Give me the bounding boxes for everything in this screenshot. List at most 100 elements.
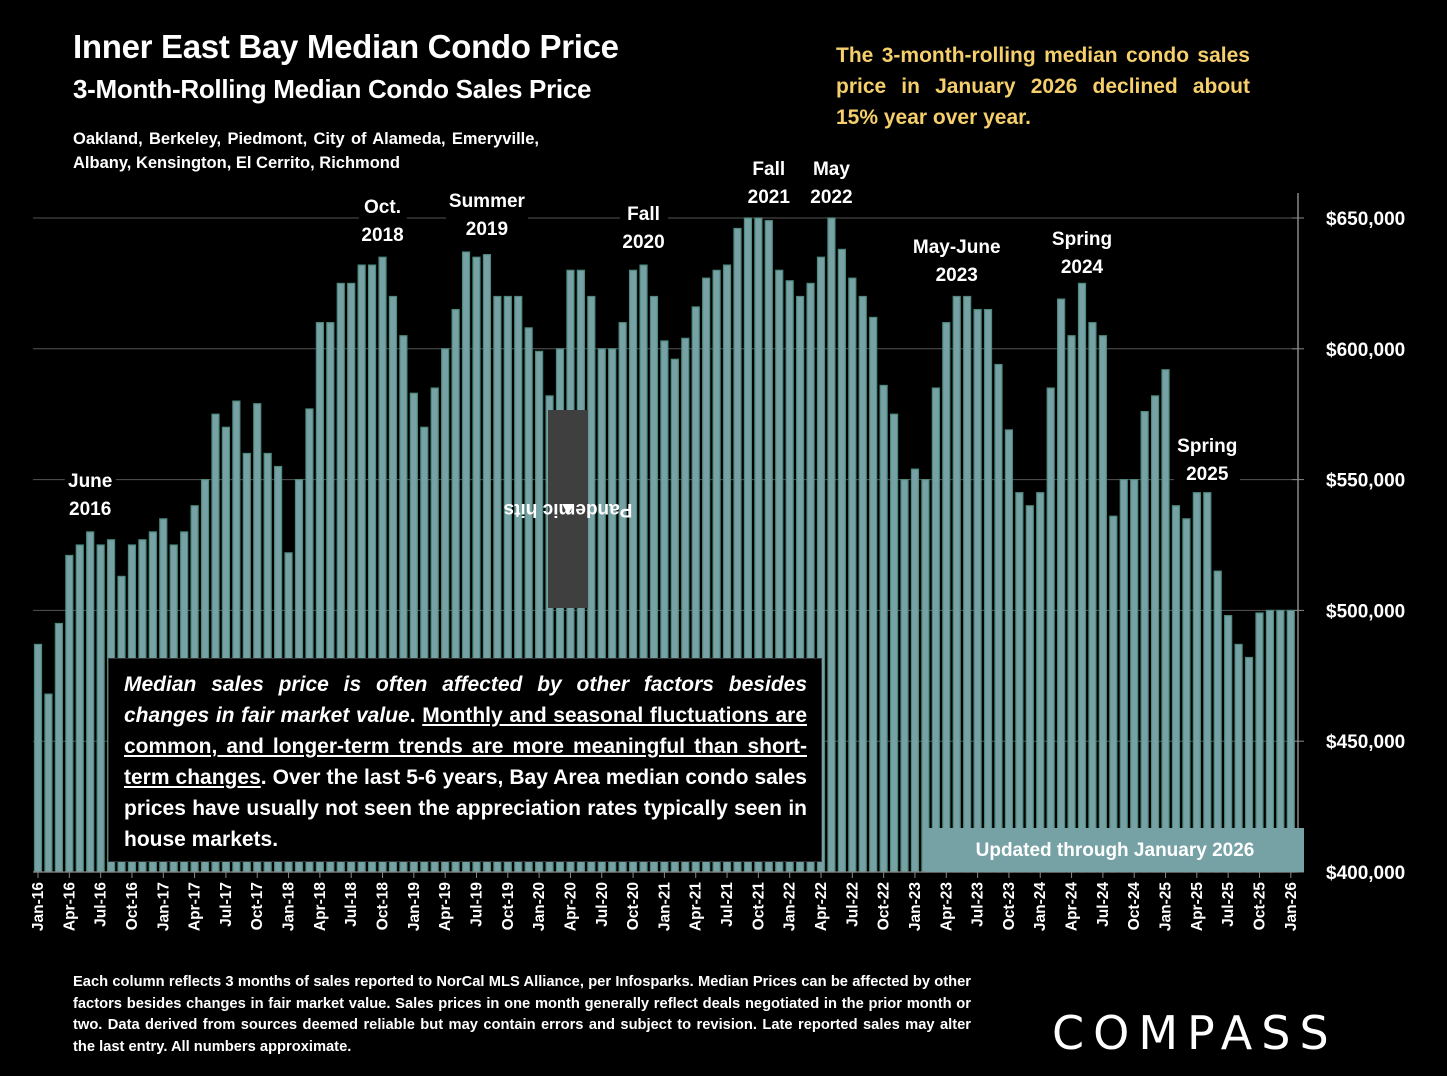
bar <box>1057 298 1066 873</box>
annotation-line: 2023 <box>935 265 978 286</box>
annotation-line: Summer <box>448 191 525 212</box>
x-tick-label: Jul-17 <box>218 882 235 927</box>
annotation-line: 2025 <box>1186 464 1229 485</box>
annotation-line: Spring <box>1051 229 1113 250</box>
x-tick-label: Jul-25 <box>1220 882 1237 927</box>
x-tick-label: Jan-22 <box>782 882 799 931</box>
disclaimer-note-box: Median sales price is often affected by … <box>108 658 822 862</box>
annotation-line: 2018 <box>361 225 404 246</box>
updated-through-badge: Updated through January 2026 <box>926 828 1304 872</box>
bar <box>1119 479 1128 873</box>
annotation-line: 2019 <box>465 219 509 240</box>
x-tick-label: Jul-22 <box>844 882 861 927</box>
peak-annotation: May-June 2023 <box>909 234 1004 290</box>
peak-annotation: Summer 2019 <box>445 188 528 244</box>
x-tick-label: Jan-21 <box>656 882 673 931</box>
x-tick-label: Jan-24 <box>1032 882 1049 931</box>
bar <box>889 413 899 873</box>
chart-title: Inner East Bay Median Condo Price <box>73 28 619 65</box>
x-tick-label: Jul-21 <box>719 882 736 927</box>
bar <box>1088 322 1097 873</box>
annotation-line: 2021 <box>747 187 790 208</box>
x-tick-label: Oct-18 <box>375 882 392 931</box>
bar <box>1004 429 1014 873</box>
bar <box>983 308 993 873</box>
x-tick-label: Jan-20 <box>531 882 548 931</box>
x-tick-label: Oct-23 <box>1001 882 1018 931</box>
x-tick-label: Jan-19 <box>406 882 423 931</box>
bar <box>1192 492 1201 873</box>
x-tick-label: Jan-25 <box>1158 882 1175 931</box>
bar <box>65 554 74 873</box>
bar <box>44 693 53 873</box>
x-tick-label: Jan-26 <box>1283 882 1300 931</box>
chart-subtitle: 3-Month-Rolling Median Condo Sales Price <box>73 74 592 104</box>
note-underlined: Monthly and seasonal fluctuations are co… <box>124 704 807 789</box>
bar <box>96 544 105 873</box>
note-italic: Median sales price is often affected by … <box>124 673 807 727</box>
x-tick-label: Jan-18 <box>281 882 298 931</box>
bar <box>33 643 43 873</box>
x-tick-label: Apr-22 <box>813 882 830 931</box>
y-tick-label: $600,000 <box>1326 340 1405 361</box>
annotation-line: June <box>68 471 113 492</box>
x-tick-label: Apr-17 <box>187 882 204 931</box>
footnote: Each column reflects 3 months of sales r… <box>73 974 971 1055</box>
bar <box>910 468 920 873</box>
x-tick-label: Oct-25 <box>1251 882 1268 931</box>
arrow-right-icon: ▲ <box>558 499 578 520</box>
bar <box>1140 410 1149 873</box>
x-tick-label: Jan-16 <box>30 882 47 931</box>
annotation-line: Oct. <box>364 197 401 218</box>
bar <box>973 308 982 873</box>
bar <box>1098 335 1107 873</box>
annotation-line: 2024 <box>1060 257 1104 278</box>
peak-annotation: Oct. 2018 <box>358 194 407 250</box>
x-tick-label: Oct-17 <box>249 882 266 930</box>
x-tick-label: Jul-24 <box>1095 882 1112 927</box>
pandemic-marker: Pandemic hits ▲ <box>504 410 632 608</box>
x-tick-label: Jul-23 <box>970 882 987 927</box>
bar <box>1150 395 1160 873</box>
note-sep: . <box>409 704 423 727</box>
bar <box>994 363 1003 873</box>
bar <box>879 384 888 873</box>
bar <box>75 544 84 873</box>
bar <box>837 248 846 873</box>
y-tick-label: $650,000 <box>1326 209 1405 230</box>
x-tick-label: Jul-16 <box>93 882 110 927</box>
annotation-line: Spring <box>1177 436 1238 457</box>
peak-annotation: May 2022 <box>807 156 856 212</box>
y-tick-label: $400,000 <box>1326 863 1405 884</box>
note-rest: . Over the last 5-6 years, Bay Area medi… <box>124 766 807 851</box>
y-tick-label: $500,000 <box>1326 601 1405 622</box>
bar <box>1171 505 1181 873</box>
peak-annotation: June 2016 <box>65 468 116 524</box>
yoy-callout: The 3-month-rolling median condo sales p… <box>836 44 1250 129</box>
annotation-line: Fall <box>752 159 786 180</box>
bar <box>1025 505 1034 873</box>
bar <box>1046 387 1055 873</box>
peak-annotation: Spring 2025 <box>1174 433 1241 489</box>
bar <box>1015 492 1024 873</box>
bar <box>54 622 63 873</box>
annotation-line: May <box>812 159 850 180</box>
x-tick-label: Jul-18 <box>343 882 360 927</box>
annotation-line: May-June <box>912 237 1001 258</box>
x-tick-label: Oct-22 <box>876 882 893 930</box>
bar <box>900 479 909 873</box>
x-tick-label: Jul-20 <box>594 882 611 927</box>
annotation-line: Fall <box>627 204 660 225</box>
bar <box>1067 335 1076 873</box>
bar <box>1161 369 1170 873</box>
x-tick-label: Apr-20 <box>562 882 579 931</box>
peak-annotation: Fall 2020 <box>619 201 668 257</box>
x-tick-label: Jan-23 <box>907 882 924 931</box>
peak-annotation: Spring 2024 <box>1048 226 1116 282</box>
bar <box>963 295 972 873</box>
bar <box>1036 492 1045 873</box>
annotation-line: 2016 <box>69 499 112 520</box>
x-tick-label: Apr-23 <box>938 882 955 931</box>
x-tick-label: Apr-18 <box>312 882 329 931</box>
bar <box>86 531 95 873</box>
